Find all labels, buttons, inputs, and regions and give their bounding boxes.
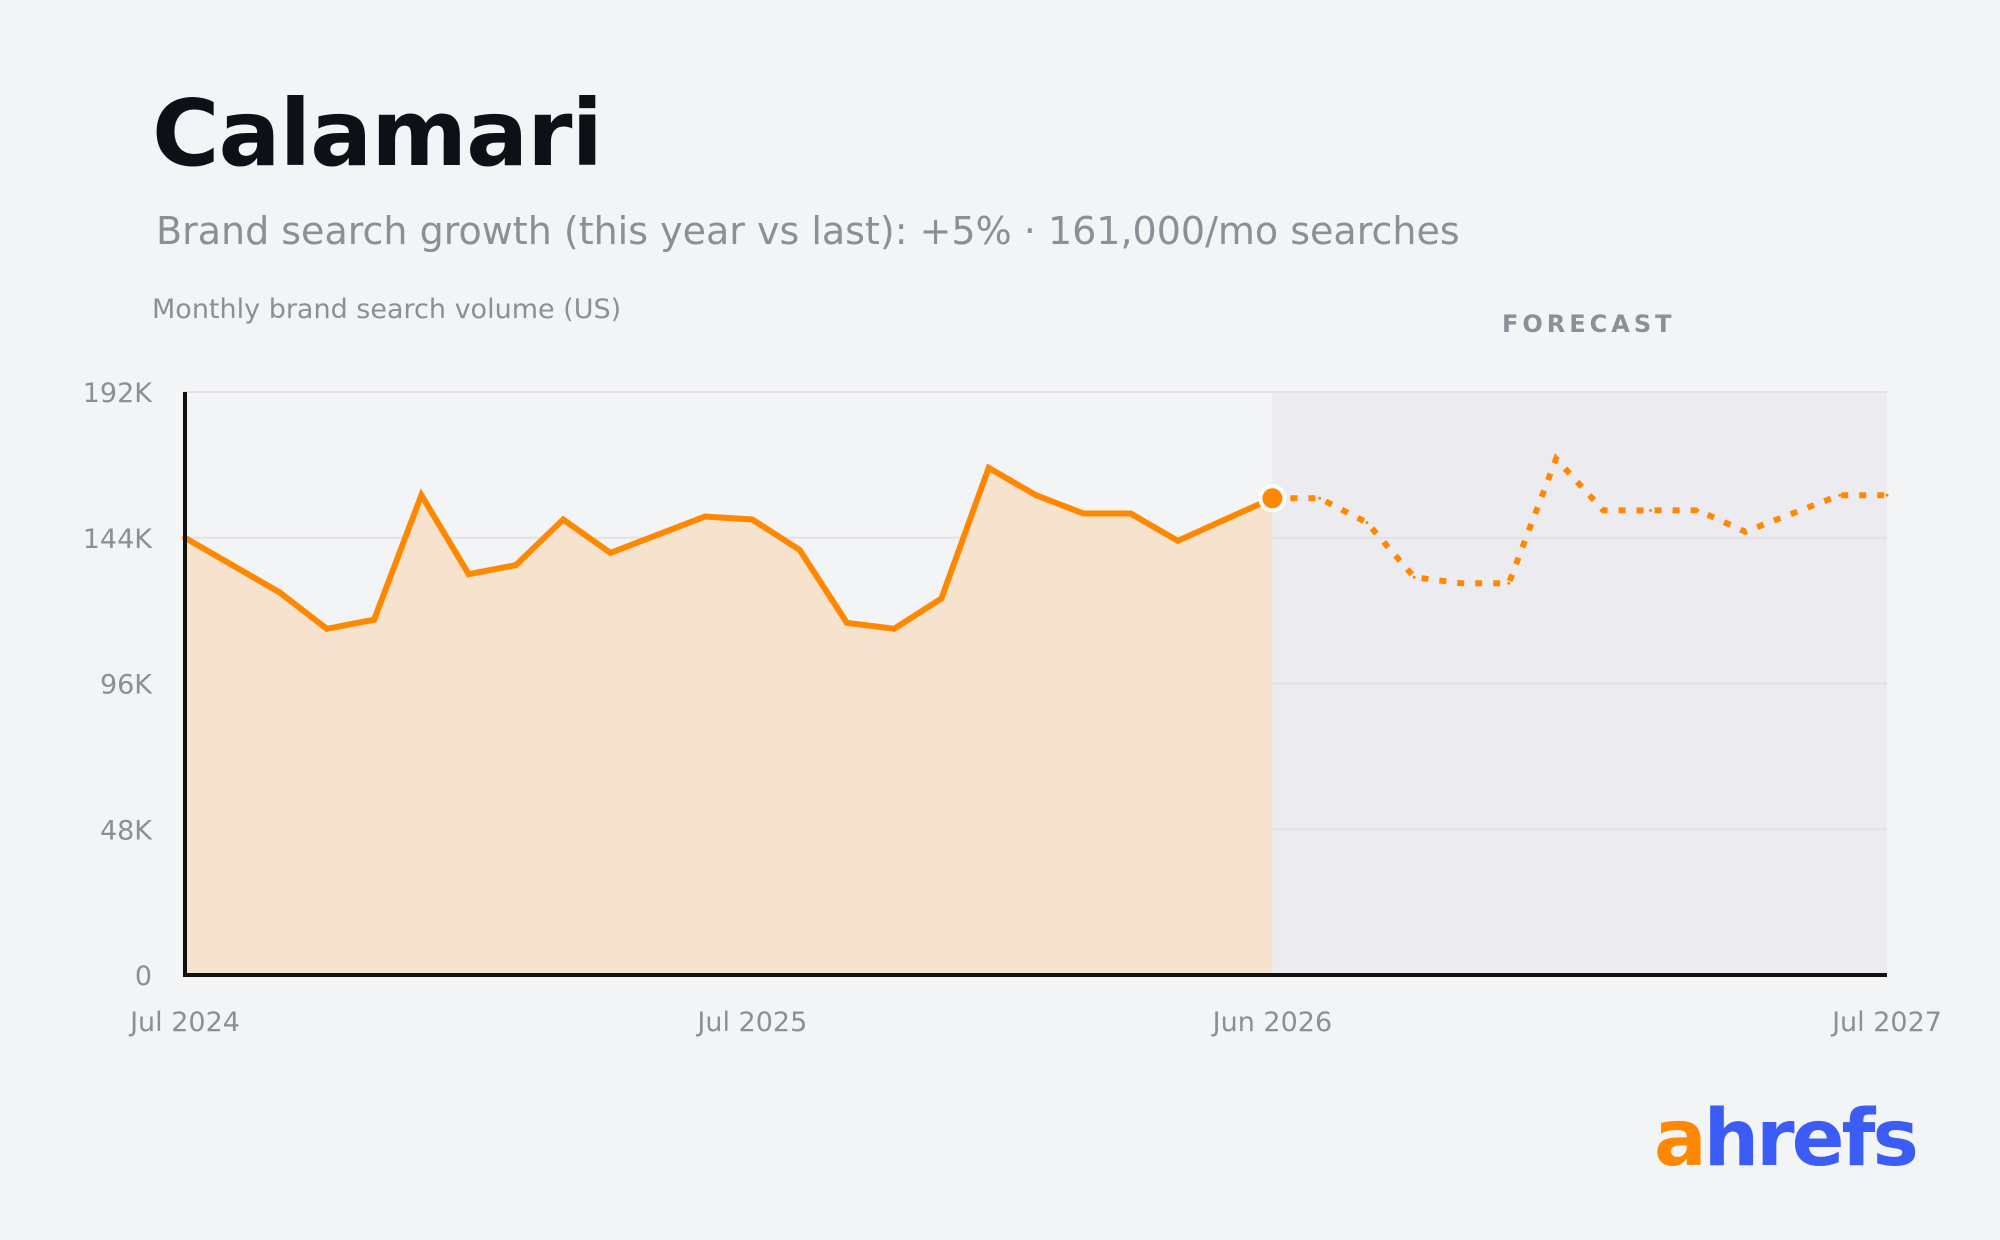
subtitle: Brand search growth (this year vs last):… [156,209,1460,253]
x-tick-label: Jul 2027 [1830,1007,1942,1038]
y-tick-label: 0 [135,961,152,992]
data-point [985,464,992,471]
historical-line [183,463,1274,633]
historical-area [185,467,1273,975]
forecast-point [1649,508,1653,512]
data-point [796,546,803,553]
forecast-point [1743,530,1747,534]
data-point [1127,510,1134,517]
forecast-point [1365,521,1369,525]
data-point [323,625,330,632]
x-tick-label: Jul 2025 [695,1007,807,1038]
forecast-point [1838,493,1842,497]
series-lines [182,453,1889,633]
data-point [276,589,283,596]
forecast-line [1272,453,1887,587]
x-tick-label: Jun 2026 [1211,1007,1332,1038]
area-layer [185,467,1273,975]
data-point [1080,510,1087,517]
page-title: Calamari [152,80,603,187]
data-point [702,513,709,520]
x-tick-label: Jul 2024 [128,1007,240,1038]
data-point [938,595,945,602]
forecast-point [1601,508,1605,512]
data-point [891,625,898,632]
current-point-marker [1258,484,1287,513]
forecast-point [1554,457,1558,461]
axes [183,392,1887,977]
ahrefs-logo: ahrefs [1654,1100,1919,1178]
forecast-point [1885,493,1889,497]
logo-rest: hrefs [1703,1094,1919,1184]
data-point [1174,537,1181,544]
tick-labels: 0 48K 96K 144K 192K Jul 2024 Jul 2025 Jun 2026 J… [83,378,1942,1038]
forecast-point [1696,508,1700,512]
data-point [465,571,472,578]
data-point [607,549,614,556]
forecast-label: FORECAST [1502,310,1676,338]
y-tick-label: 96K [100,670,153,701]
y-tick-label: 144K [83,524,154,555]
forecast-point [1790,511,1794,515]
forecast-point [1318,496,1322,500]
y-tick-label: 192K [83,378,154,409]
logo-a: a [1654,1094,1707,1184]
forecast-point [1507,581,1511,585]
y-axis-label: Monthly brand search volume (US) [152,294,622,325]
data-point [512,562,519,569]
y-tick-label: 48K [100,815,153,846]
forecast-point [1412,575,1416,579]
data-point [229,562,236,569]
data-point [371,616,378,623]
forecast-point [1460,581,1463,585]
data-point [560,516,567,523]
data-point [654,531,661,538]
data-point [843,619,850,626]
data-point [418,492,425,499]
data-point [1222,516,1229,523]
data-point [749,516,756,523]
data-point [1033,492,1039,499]
